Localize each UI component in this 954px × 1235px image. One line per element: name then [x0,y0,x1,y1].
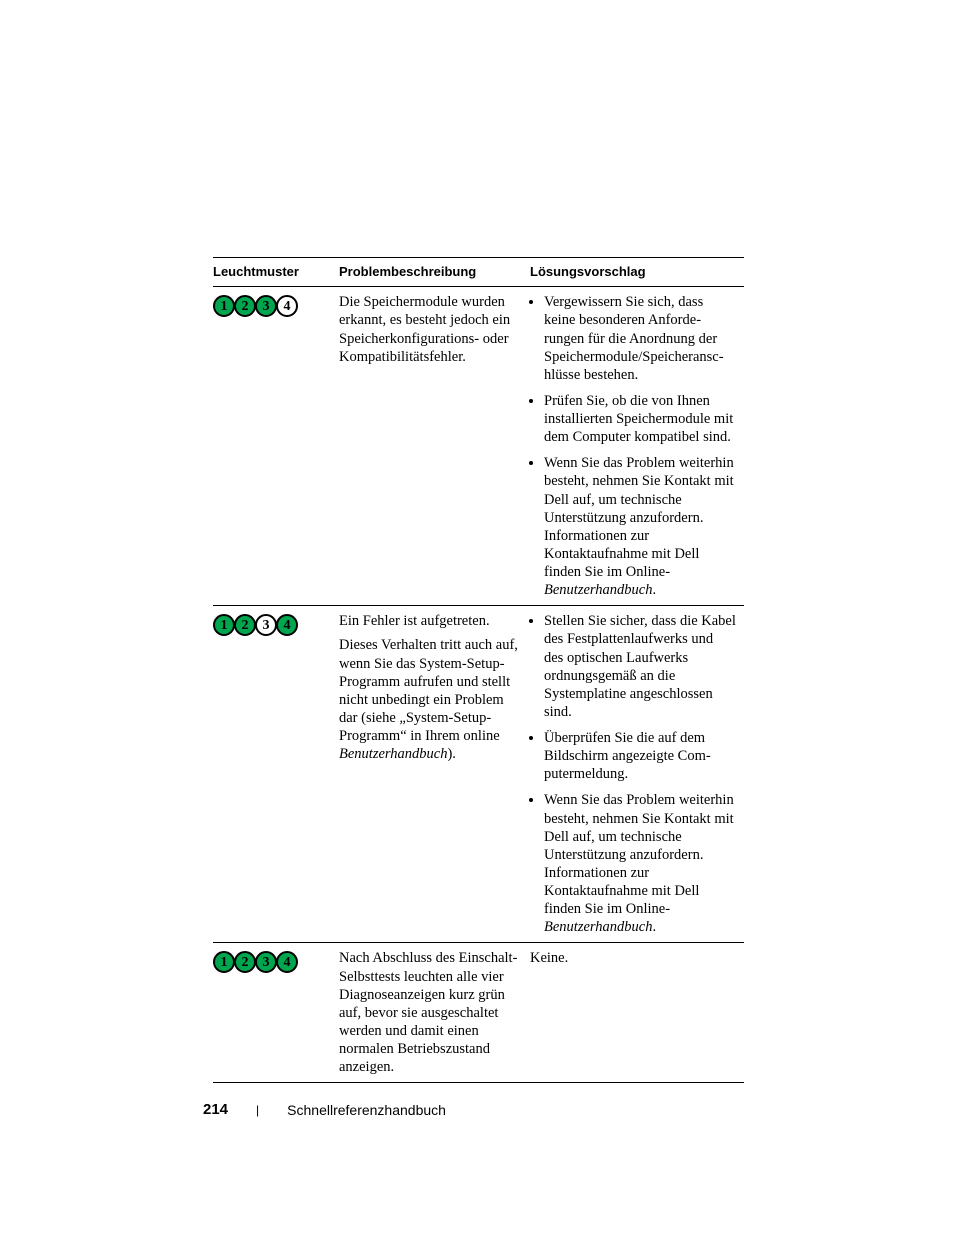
cell-problem: Ein Fehler ist aufgetreten. Dieses Verha… [339,606,530,943]
solution-item: Vergewissern Sie sich, dass keine besond… [544,293,736,384]
cell-leds: 1 2 3 4 [213,287,339,606]
led-2-icon: 2 [234,614,256,636]
led-4-icon: 4 [276,951,298,973]
table-row: 1 2 3 4 Die Speichermodule wurden erkann… [213,287,744,606]
led-4-icon: 4 [276,295,298,317]
col-header-light: Leuchtmuster [213,258,339,287]
cell-problem: Nach Abschluss des Einschalt-Selbsttests… [339,943,530,1083]
cell-solution: Stellen Sie sicher, dass die Kabel des F… [530,606,744,943]
col-header-problem: Problembeschreibung [339,258,530,287]
problem-italic: Benutzerhandbuch [339,746,447,762]
solution-text: Wenn Sie das Problem wei­terhin besteht,… [544,455,734,580]
solution-italic: Benutzerhandbuch [544,919,652,935]
solution-item: Stellen Sie sicher, dass die Kabel des F… [544,612,736,721]
led-2-icon: 2 [234,295,256,317]
problem-block2: Dieses Verhalten tritt auch auf, wenn Si… [339,636,522,763]
cell-leds: 1 2 3 4 [213,606,339,943]
solution-item: Überprüfen Sie die auf dem Bildschirm an… [544,729,736,783]
led-2-icon: 2 [234,951,256,973]
led-3-icon: 3 [255,295,277,317]
diagnostics-table: Leuchtmuster Problembeschreibung Lösungs… [213,257,744,1083]
solution-list: Stellen Sie sicher, dass die Kabel des F… [530,612,736,936]
solution-item: Wenn Sie das Problem wei­terhin besteht,… [544,791,736,936]
cell-leds: 1 2 3 4 [213,943,339,1083]
page-number: 214 [203,1101,228,1118]
led-3-icon: 3 [255,951,277,973]
page: Leuchtmuster Problembeschreibung Lösungs… [0,0,954,1235]
problem-line1: Ein Fehler ist aufgetreten. [339,612,522,630]
cell-solution: Keine. [530,943,744,1083]
led-4-icon: 4 [276,614,298,636]
col-header-solution: Lösungsvorschlag [530,258,744,287]
solution-tail: . [652,582,656,598]
problem-text-a: Dieses Verhalten tritt auch auf, wenn Si… [339,637,518,744]
led-pattern: 1 2 3 4 [213,614,331,636]
solution-list: Vergewissern Sie sich, dass keine besond… [530,293,736,599]
solution-tail: . [652,919,656,935]
solution-italic: Benutzerhandbuch [544,582,652,598]
led-1-icon: 1 [213,295,235,317]
footer-title: Schnellreferenzhandbuch [287,1102,446,1118]
cell-problem: Die Speichermodule wurden erkannt, es be… [339,287,530,606]
problem-text-b: ). [447,746,455,762]
footer-separator: | [256,1103,259,1117]
led-pattern: 1 2 3 4 [213,295,331,317]
solution-text: Wenn Sie das Problem wei­terhin besteht,… [544,792,734,917]
table-row: 1 2 3 4 Ein Fehler ist aufgetreten. Dies… [213,606,744,943]
led-3-icon: 3 [255,614,277,636]
led-1-icon: 1 [213,951,235,973]
led-1-icon: 1 [213,614,235,636]
table-row: 1 2 3 4 Nach Abschluss des Einschalt-Sel… [213,943,744,1083]
cell-solution: Vergewissern Sie sich, dass keine besond… [530,287,744,606]
led-pattern: 1 2 3 4 [213,951,331,973]
page-footer: 214 | Schnellreferenzhandbuch [203,1101,446,1118]
solution-item: Wenn Sie das Problem wei­terhin besteht,… [544,454,736,599]
solution-item: Prüfen Sie, ob die von Ihnen installiert… [544,392,736,446]
table-header-row: Leuchtmuster Problembeschreibung Lösungs… [213,258,744,287]
